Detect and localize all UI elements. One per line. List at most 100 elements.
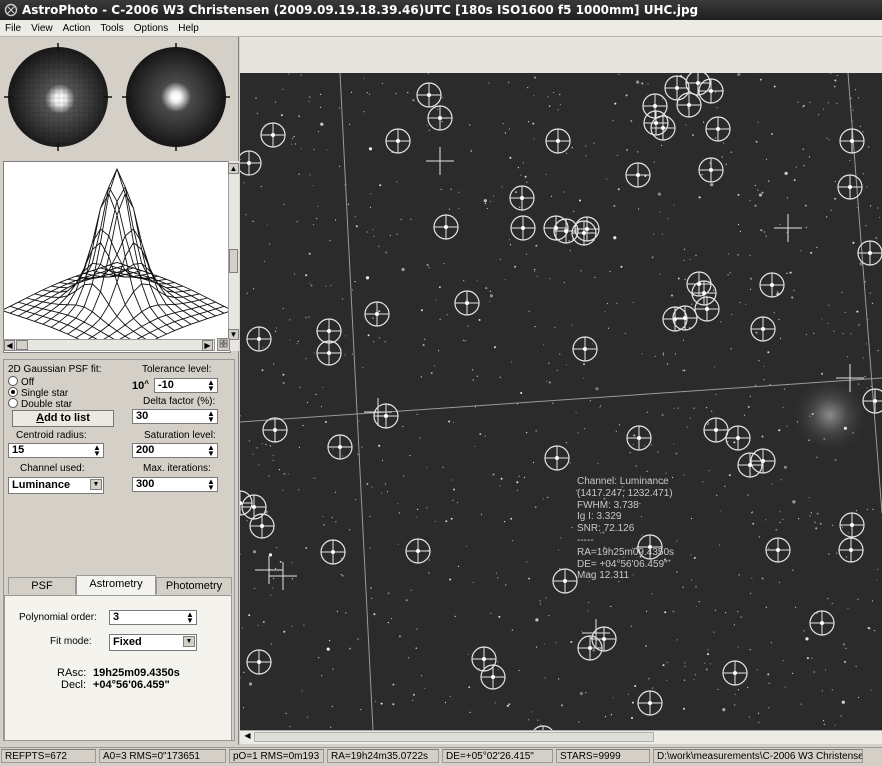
tab-photometry[interactable]: Photometry	[156, 577, 232, 594]
surface-vertical-scrollbar[interactable]: ▲ ▼	[228, 161, 239, 351]
star-marker-center	[696, 81, 700, 85]
scroll-left-button[interactable]: ◀	[4, 340, 15, 351]
overlay-coords: (1417.247; 1232.471)	[577, 487, 673, 499]
star-marker-center	[648, 701, 652, 705]
spin-arrows-icon[interactable]: ▲ ▼	[207, 477, 215, 492]
status-ra: RA=19h24m35.0722s	[327, 749, 439, 763]
scroll-up-button[interactable]: ▲	[228, 163, 239, 174]
delta-input[interactable]: 30 ▲ ▼	[132, 409, 218, 424]
reference-cross	[364, 398, 392, 426]
star-marker-center	[714, 428, 718, 432]
spin-arrows-icon[interactable]: ▲ ▼	[93, 443, 101, 458]
add-to-list-button[interactable]: Add to list	[12, 410, 114, 427]
star-field-canvas[interactable]	[240, 73, 882, 730]
iterations-label: Max. iterations:	[143, 463, 211, 474]
star-marker-center	[702, 291, 706, 295]
star-marker-center	[653, 104, 657, 108]
menu-action[interactable]: Action	[62, 22, 91, 34]
scroll-left-button[interactable]: ◀	[244, 731, 251, 740]
star-marker-center	[637, 436, 641, 440]
radio-off[interactable]: Off	[8, 376, 34, 388]
radio-double-star[interactable]: Double star	[8, 398, 72, 410]
spin-arrows-icon[interactable]: ▲ ▼	[186, 610, 194, 625]
decl-value: +04°56'06.459"	[93, 679, 170, 691]
star-marker-center	[438, 116, 442, 120]
saturation-input[interactable]: 200 ▲ ▼	[132, 443, 218, 458]
overlay-mag: Mag 12.311	[577, 570, 630, 582]
radio-single-star[interactable]: Single star	[8, 387, 68, 399]
star-marker-center	[247, 161, 251, 165]
star-marker-center	[583, 347, 587, 351]
radio-single-star-icon	[8, 387, 18, 397]
resize-grip-icon[interactable]	[217, 338, 230, 351]
reference-cross	[255, 556, 283, 584]
star-marker-center	[602, 637, 606, 641]
scroll-right-button[interactable]: ▶	[202, 340, 213, 351]
menu-view[interactable]: View	[31, 22, 53, 34]
decl-label: Decl:	[61, 679, 87, 691]
title-bar[interactable]: AstroPhoto - C-2006 W3 Christensen (2009…	[0, 0, 882, 20]
menu-tools[interactable]: Tools	[100, 22, 124, 34]
image-toolbar-area	[240, 37, 882, 73]
spin-arrows-icon[interactable]: ▲ ▼	[207, 443, 215, 458]
star-marker-center	[252, 505, 256, 509]
radio-off-icon	[8, 376, 18, 386]
star-marker-center	[850, 523, 854, 527]
star-marker-center	[240, 501, 242, 505]
star-marker-center	[375, 312, 379, 316]
status-de: DE=+05°02'26.415"	[442, 749, 553, 763]
star-marker-center	[850, 139, 854, 143]
status-a0-rms: A0=3 RMS=0"173651	[99, 749, 226, 763]
star-field-image[interactable]: Channel: Luminance (1417.247; 1232.471) FW…	[240, 73, 882, 730]
detected-star-markers[interactable]	[240, 73, 882, 730]
radio-double-star-icon	[8, 398, 18, 408]
scroll-thumb[interactable]	[229, 249, 238, 273]
reference-cross	[269, 562, 297, 590]
status-stars: STARS=9999	[556, 749, 650, 763]
reference-cross	[426, 147, 454, 175]
star-marker-center	[465, 301, 469, 305]
hscroll-thumb[interactable]	[16, 340, 28, 350]
chevron-down-icon[interactable]: ▼	[183, 636, 195, 647]
channel-select[interactable]: Luminance ▼	[8, 477, 104, 494]
psf-settings-panel: 2D Gaussian PSF fit: Off Single star Dou…	[3, 359, 235, 741]
tab-psf[interactable]: PSF	[8, 577, 76, 594]
star-marker-center	[733, 671, 737, 675]
tolerance-base: 10^	[132, 379, 149, 392]
iterations-input[interactable]: 300 ▲ ▼	[132, 477, 218, 492]
surface-horizontal-scrollbar[interactable]: ◀ ▶	[3, 339, 215, 351]
star-marker-center	[716, 127, 720, 131]
spin-arrows-icon[interactable]: ▲ ▼	[207, 409, 215, 424]
status-p0-rms: pO=1 RMS=0m193	[229, 749, 324, 763]
coordinate-grid-lines	[240, 73, 882, 730]
tab-astrometry[interactable]: Astrometry	[76, 575, 156, 595]
tab-strip: PSF Astrometry Photometry	[4, 575, 232, 595]
image-horizontal-scrollbar[interactable]: ◀	[240, 730, 882, 744]
star-marker-center	[260, 524, 264, 528]
reference-cross	[582, 619, 610, 647]
menu-options[interactable]: Options	[133, 22, 169, 34]
chevron-down-icon[interactable]: ▼	[90, 479, 102, 490]
star-marker-center	[848, 185, 852, 189]
spin-arrows-icon[interactable]: ▲ ▼	[207, 378, 215, 393]
star-marker-center	[709, 89, 713, 93]
star-marker-center	[705, 307, 709, 311]
star-marker-center	[748, 463, 752, 467]
star-marker-center	[636, 173, 640, 177]
tolerance-input[interactable]: -10 ▲ ▼	[154, 378, 218, 393]
star-marker-center	[675, 86, 679, 90]
centroid-input[interactable]: 15 ▲ ▼	[8, 443, 104, 458]
fit-mode-select[interactable]: Fixed ▼	[109, 634, 197, 651]
star-marker-center	[491, 675, 495, 679]
scroll-down-button[interactable]: ▼	[228, 329, 239, 340]
image-hscroll-thumb[interactable]	[254, 732, 654, 742]
star-marker-center	[331, 550, 335, 554]
polynomial-order-input[interactable]: 3 ▲ ▼	[109, 610, 197, 625]
status-path: D:\work\measurements\C-2006 W3 Christens…	[653, 749, 863, 763]
reference-cross	[836, 364, 864, 392]
menu-file[interactable]: File	[5, 22, 22, 34]
psf-3d-surface-plot[interactable]	[3, 161, 231, 353]
menu-help[interactable]: Help	[178, 22, 199, 34]
status-bar: REFPTS=672 A0=3 RMS=0"173651 pO=1 RMS=0m…	[0, 747, 882, 766]
star-marker-center	[820, 621, 824, 625]
